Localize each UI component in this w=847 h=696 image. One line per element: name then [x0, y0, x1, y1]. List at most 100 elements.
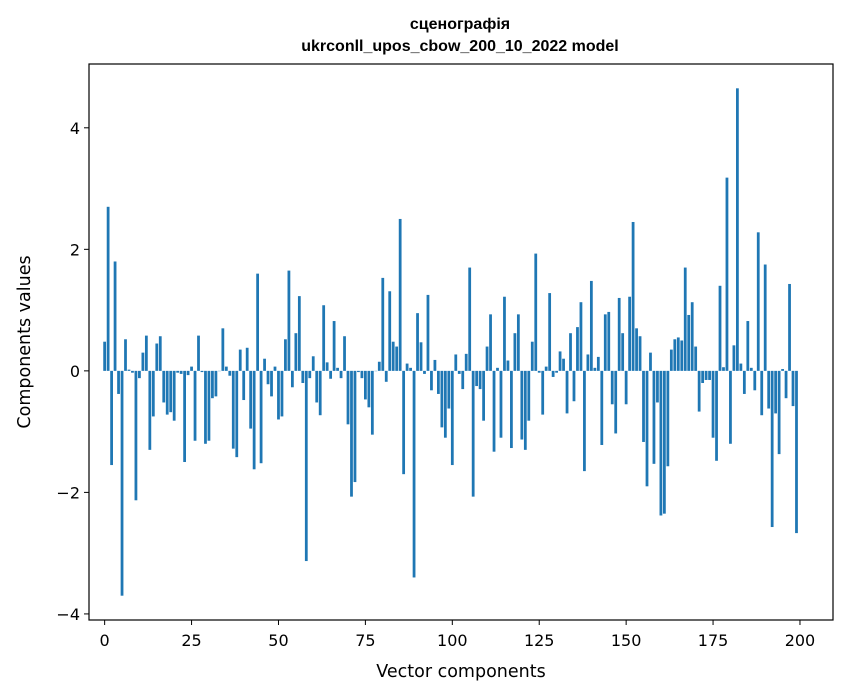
bar [259, 370, 263, 464]
bar [645, 370, 649, 487]
bar [158, 336, 162, 371]
bar [617, 297, 621, 371]
bar [270, 370, 273, 397]
bar [343, 336, 346, 371]
bar [461, 370, 465, 390]
bar [377, 361, 381, 371]
bar [715, 370, 718, 461]
bar [426, 294, 430, 371]
bar [370, 370, 374, 435]
bar [784, 370, 788, 399]
bar [586, 354, 590, 371]
bar [172, 370, 176, 421]
bar [106, 206, 110, 371]
bar [284, 339, 287, 371]
bar [440, 370, 444, 428]
bar [777, 370, 781, 455]
bar [541, 370, 545, 415]
bar [565, 370, 569, 414]
x-tick-label: 25 [181, 631, 201, 650]
plot-area-frame [88, 63, 834, 621]
bar [405, 363, 409, 371]
bar [395, 346, 399, 371]
bar [736, 88, 739, 371]
bar [534, 253, 538, 371]
bar [760, 370, 764, 416]
bar [179, 370, 183, 374]
bar [416, 313, 419, 371]
bar [687, 314, 691, 371]
bar [200, 370, 204, 373]
bar [708, 370, 711, 380]
bar [350, 370, 353, 497]
bar [739, 363, 743, 371]
bar [117, 370, 120, 394]
bar [266, 370, 270, 385]
bar [224, 366, 228, 371]
bar [690, 302, 694, 371]
bar [482, 370, 485, 421]
bar [249, 370, 253, 429]
bar [277, 370, 280, 420]
bar [669, 349, 673, 371]
x-tick-label: 0 [100, 631, 110, 650]
bar [548, 293, 552, 371]
bar [583, 370, 586, 472]
bar [433, 359, 437, 371]
bar [610, 370, 614, 405]
bar [318, 370, 322, 416]
bar [304, 370, 308, 562]
y-tick-label: 0 [70, 362, 80, 381]
bar [742, 370, 746, 394]
bar [398, 218, 402, 371]
bar [367, 370, 371, 408]
bar [485, 346, 489, 371]
bar [635, 328, 638, 371]
bar [551, 370, 555, 377]
bar [753, 370, 757, 391]
bar [791, 370, 795, 407]
bar [694, 346, 698, 371]
bar [252, 370, 256, 470]
bar [756, 232, 760, 371]
bar [332, 321, 336, 371]
bar [725, 177, 729, 371]
bar [127, 369, 131, 371]
bar [131, 370, 134, 373]
bar [238, 349, 242, 371]
bar [489, 314, 492, 371]
bar [176, 370, 180, 373]
bar [211, 370, 214, 399]
bar [673, 339, 677, 371]
bar [718, 285, 722, 371]
bar [151, 370, 155, 417]
bar [242, 370, 246, 401]
bar [454, 354, 458, 371]
bar [603, 314, 607, 371]
bar [527, 370, 531, 421]
bar [447, 370, 451, 409]
bar [402, 370, 406, 475]
bar [788, 283, 791, 371]
y-tick-label: −4 [56, 605, 80, 624]
bar [471, 370, 475, 497]
bar [496, 367, 499, 371]
bar [207, 370, 211, 441]
bar [732, 345, 736, 371]
bar [197, 335, 200, 371]
bar [346, 370, 350, 425]
bar [558, 351, 562, 371]
bar [621, 333, 625, 371]
x-tick-label: 75 [355, 631, 375, 650]
x-tick-label: 50 [268, 631, 288, 650]
bar [513, 333, 517, 371]
bar [437, 370, 440, 394]
bar [468, 267, 472, 371]
bar [165, 370, 169, 415]
bar [290, 370, 294, 388]
bar [294, 333, 298, 371]
bar [193, 370, 197, 441]
x-tick-label: 100 [437, 631, 468, 650]
x-axis: 0 25 50 75 100 125 150 175 200 [100, 620, 815, 650]
bar [503, 296, 506, 371]
